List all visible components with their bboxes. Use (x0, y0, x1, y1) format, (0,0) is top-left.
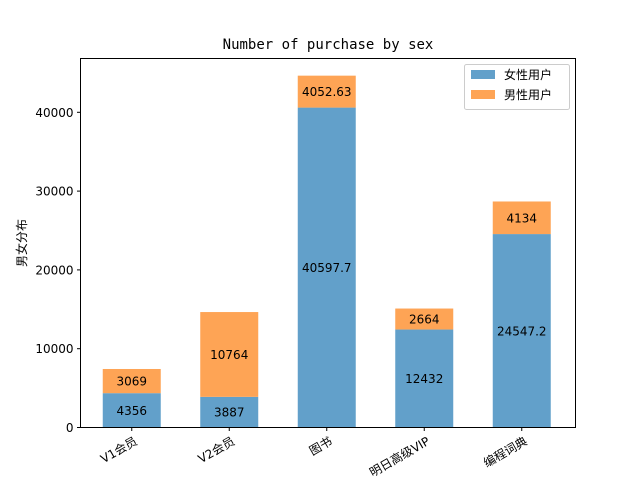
bar-label-male-4: 4134 (506, 211, 537, 225)
bars-layer (102, 75, 551, 428)
bar-label-female-0: 4356 (116, 404, 147, 418)
bar-female-0 (102, 393, 161, 428)
y-tick-label-0: 0 (66, 421, 74, 435)
bar-male-2 (297, 75, 356, 108)
bar-label-female-4: 24547.2 (497, 324, 547, 338)
x-tick-label-2: 图书 (307, 434, 335, 458)
bar-female-4 (492, 234, 551, 428)
y-tick-label-3: 30000 (35, 185, 73, 199)
bar-female-1 (200, 396, 259, 428)
bar-label-female-2: 40597.7 (302, 261, 352, 275)
bar-female-3 (395, 329, 454, 428)
x-tick-label-0: V1会员 (98, 434, 140, 466)
y-tick-label-4: 40000 (35, 106, 73, 120)
legend-swatch-male (471, 90, 495, 99)
chart-title: Number of purchase by sex (223, 37, 434, 53)
x-tick-label-1: V2会员 (196, 434, 238, 466)
bar-label-female-1: 3887 (214, 406, 245, 420)
y-tick-label-1: 10000 (35, 342, 73, 356)
x-tick-label-4: 编程词典 (481, 433, 530, 470)
bar-female-2 (297, 107, 356, 428)
legend: 女性用户 男性用户 (464, 64, 570, 110)
y-axis-ticks: 0 10000 20000 30000 40000 (35, 106, 81, 435)
bar-label-female-3: 12432 (405, 372, 443, 386)
bar-male-4 (492, 201, 551, 235)
y-tick-label-2: 20000 (35, 263, 73, 277)
bar-label-male-2: 4052.63 (302, 85, 352, 99)
bar-male-3 (395, 308, 454, 330)
legend-label-female: 女性用户 (504, 67, 552, 82)
legend-swatch-female (471, 70, 495, 79)
y-axis-label: 男女分布 (14, 219, 29, 267)
bar-male-1 (200, 312, 259, 397)
x-axis-ticks: V1会员 V2会员 图书 明日高级VIP 编程词典 (98, 427, 530, 480)
bar-male-0 (102, 368, 161, 394)
legend-label-male: 男性用户 (504, 87, 552, 102)
bar-label-male-1: 10764 (210, 348, 248, 362)
bar-label-male-0: 3069 (116, 375, 147, 389)
bar-labels-layer: 4356 3069 3887 10764 40597.7 4052.63 12432 2664… (116, 85, 546, 420)
bar-label-male-3: 2664 (409, 313, 440, 327)
x-tick-label-3: 明日高级VIP (367, 433, 433, 479)
plot-frame (80, 58, 576, 428)
